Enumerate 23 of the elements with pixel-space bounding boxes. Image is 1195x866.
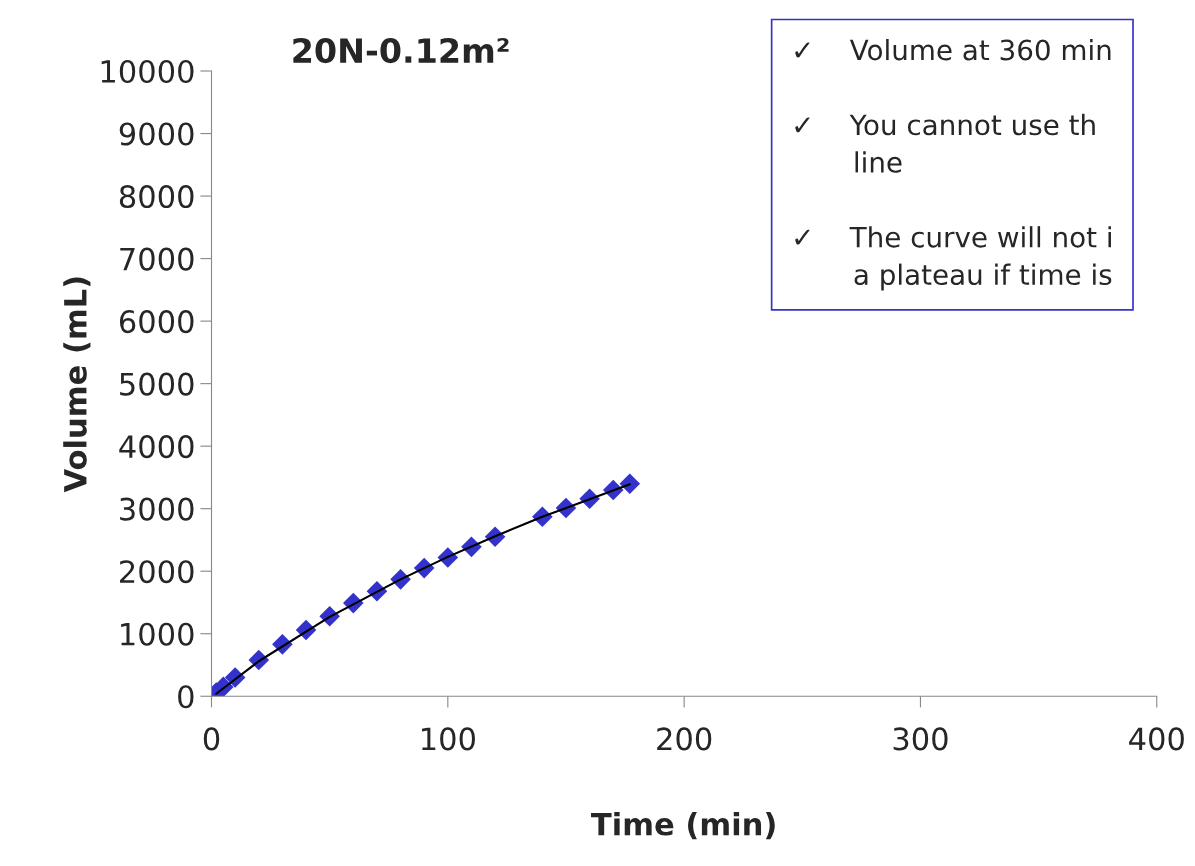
x-axis-title: Time (min) (591, 811, 775, 840)
y-tick-label: 0 (178, 685, 194, 709)
y-tick-label: 8000 (119, 184, 194, 209)
y-tick-label: 9000 (119, 122, 194, 146)
x-tick-label: 100 (422, 727, 475, 751)
y-tick-label: 6000 (119, 310, 194, 334)
point (619, 473, 641, 494)
y-tick-label: 10000 (101, 59, 194, 84)
y-tick-label: 3000 (120, 497, 194, 521)
y-tick-label: 7000 (120, 247, 194, 271)
x-tick-label: 200 (657, 727, 712, 751)
y-tick-label: 5000 (120, 372, 194, 396)
y-axis-title: Volume (mL) (63, 277, 91, 493)
x-tick-label: 400 (1129, 727, 1184, 751)
y-tick-label: 4000 (119, 435, 194, 459)
x-tick-label: 300 (893, 727, 948, 751)
y-tick-label: 1000 (121, 622, 194, 646)
annotation: ✓ You cannot use th line (795, 113, 1095, 173)
annotation: ✓ The curve will not i a plateau if time is (795, 226, 1112, 291)
chart-title: 20N-0.12m² (293, 37, 509, 64)
text: ✓ Volume at 360 min (795, 38, 1111, 61)
x-tick-label: 0 (203, 727, 220, 751)
y-tick-label: 2000 (120, 560, 194, 584)
